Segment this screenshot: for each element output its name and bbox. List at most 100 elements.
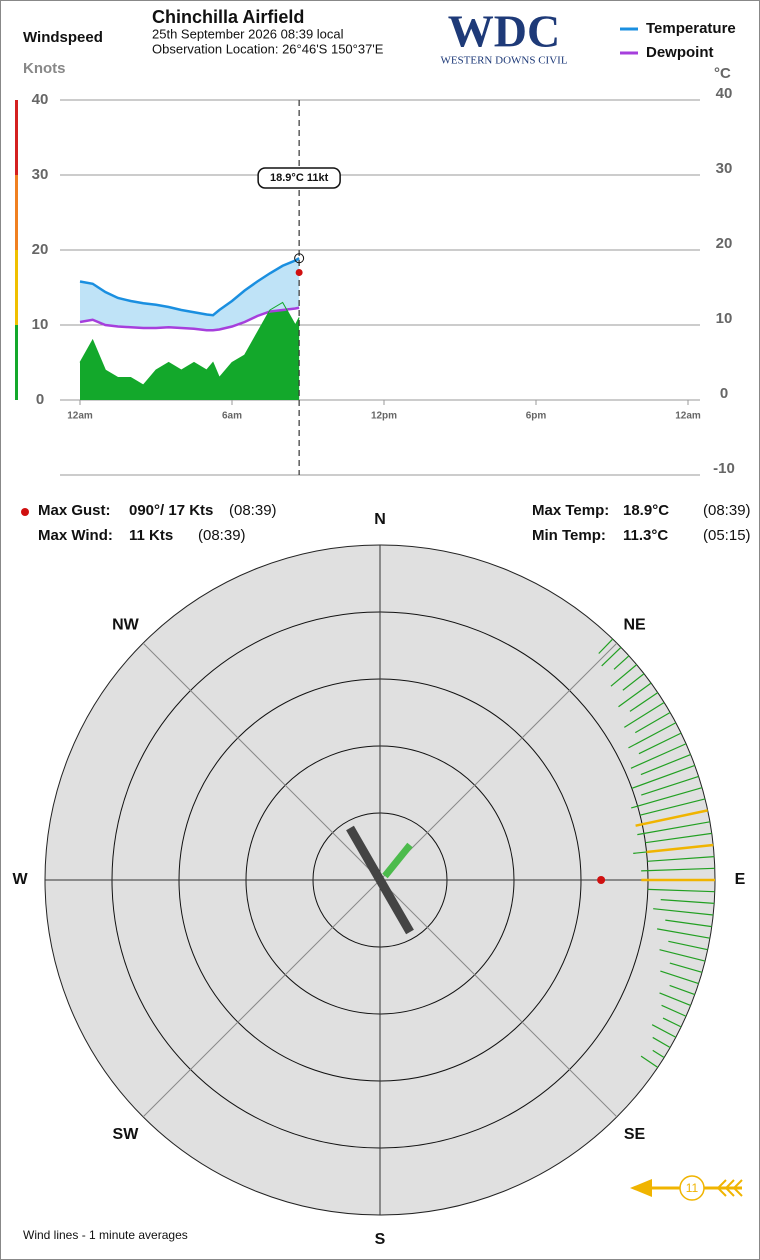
x-tick-label: 12am <box>67 411 93 422</box>
cursor-marker <box>294 253 305 264</box>
gust-line <box>635 809 708 827</box>
arrow-feather <box>724 1179 735 1197</box>
gust-marker <box>295 269 303 276</box>
current-arrowhead <box>630 1179 652 1197</box>
y-tick-label: 40 <box>32 91 49 108</box>
arrow-feather <box>732 1179 743 1197</box>
wind-area <box>80 302 300 400</box>
wind-line <box>669 984 696 996</box>
arrow-feather <box>716 1179 727 1197</box>
wind-line <box>652 1036 671 1049</box>
compass-label: W <box>12 871 28 888</box>
wind-line <box>622 673 645 691</box>
wind-line <box>661 1004 687 1017</box>
stat-label: Max Temp: <box>532 502 609 519</box>
datetime: 25th September 2026 08:39 local <box>152 26 344 41</box>
y-tick-label: 30 <box>32 166 49 183</box>
y2-tick-label: 40 <box>716 85 733 102</box>
wind-line <box>639 798 706 816</box>
y-tick-label: 20 <box>32 241 49 258</box>
wind-line <box>652 1049 665 1059</box>
tooltip-box <box>257 167 341 189</box>
location: Observation Location: 26°46'S 150°37'E <box>152 41 384 56</box>
stat-time: (08:39) <box>703 502 751 519</box>
series-line <box>79 306 300 332</box>
compass-label: NW <box>112 617 140 634</box>
compass-label: NE <box>623 617 646 634</box>
speed-band <box>15 250 18 325</box>
wind-line <box>659 992 691 1007</box>
wind-line <box>645 832 712 844</box>
y2-tick-label: 30 <box>716 160 733 177</box>
wind-line <box>660 970 699 985</box>
wind-line <box>651 1024 677 1038</box>
wind-line <box>641 867 715 872</box>
wind-line <box>640 753 691 776</box>
wind-line <box>638 732 682 755</box>
x-tick-label: 12am <box>675 411 701 422</box>
wind-line <box>668 940 708 951</box>
wind-line <box>659 949 706 962</box>
gust-legend-dot <box>21 508 29 516</box>
stat-value: 11.3°C <box>623 527 668 544</box>
speed-band <box>15 325 18 400</box>
stat-value: 090°/ 17 Kts <box>129 502 213 519</box>
y2-tick-label: 10 <box>716 310 733 327</box>
gust-line <box>646 843 714 854</box>
wind-line <box>629 692 659 712</box>
stat-label: Max Wind: <box>38 527 113 544</box>
compass-label: E <box>735 871 746 888</box>
legend-label: Temperature <box>646 20 736 37</box>
stat-value: 18.9°C <box>623 502 669 519</box>
series-line <box>79 257 300 317</box>
wind-line <box>647 856 715 862</box>
y2-tick-label: 20 <box>716 235 733 252</box>
x-tick-label: 6am <box>222 411 242 422</box>
stat-label: Min Temp: <box>532 527 606 544</box>
wind-line <box>640 1055 659 1068</box>
wind-line <box>630 743 687 769</box>
y2-axis-label: °C <box>714 65 731 82</box>
wind-line <box>631 787 703 809</box>
wind-line <box>641 775 699 796</box>
stat-time: (08:39) <box>198 527 246 544</box>
wind-line <box>669 962 703 973</box>
wind-line <box>660 899 715 904</box>
current-speed-circle <box>679 1175 705 1201</box>
variance-mean <box>382 842 413 879</box>
y-tick-label: 10 <box>32 316 49 333</box>
speed-band <box>15 175 18 250</box>
wind-line <box>631 764 696 789</box>
wind-line <box>601 646 622 667</box>
stat-time: (05:15) <box>703 527 751 544</box>
stat-label: Max Gust: <box>38 502 111 519</box>
wind-line <box>653 908 714 916</box>
stat-time: (08:39) <box>229 502 277 519</box>
stat-value: 11 Kts <box>129 527 173 544</box>
compass-label: S <box>375 1231 386 1248</box>
wind-line <box>657 928 711 939</box>
series-label: Windspeed <box>23 29 103 46</box>
wind-line <box>613 655 630 670</box>
logo: WDC <box>448 6 560 57</box>
speed-band <box>15 100 18 175</box>
logo-subtitle: WESTERN DOWNS CIVIL <box>440 55 567 67</box>
y-tick-label: 0 <box>36 391 44 408</box>
current-speed: 11 <box>686 1181 699 1195</box>
wind-line <box>598 638 614 654</box>
wind-line <box>624 701 665 728</box>
max-gust-marker <box>597 876 606 884</box>
y2-tick-label: -10 <box>713 460 735 477</box>
spread-fill <box>80 258 300 331</box>
wind-line <box>635 711 671 734</box>
compass-label: SE <box>624 1126 646 1143</box>
footnote: Wind lines - 1 minute averages <box>23 1228 188 1242</box>
wind-line <box>665 919 712 928</box>
tooltip-label: 18.9°C 11kt <box>270 172 329 184</box>
variance-bar <box>346 825 414 935</box>
wind-line <box>662 1017 682 1028</box>
y-axis-label: Knots <box>23 60 66 77</box>
wind-line <box>79 301 300 386</box>
wind-line <box>628 722 677 749</box>
